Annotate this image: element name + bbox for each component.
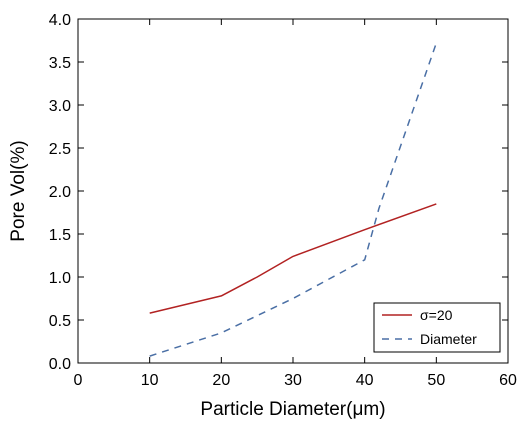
x-axis-ticks: 0 10 20 30 40 50 60 [74, 19, 517, 389]
series-lines [149, 42, 438, 357]
y-tick-label: 2.5 [49, 141, 71, 158]
x-tick-label: 30 [284, 372, 302, 389]
legend-label-diameter: Diameter [420, 331, 477, 347]
series-line-sigma20 [149, 203, 437, 314]
series-line-diameter [149, 42, 438, 357]
y-tick-label: 4.0 [49, 12, 71, 29]
x-tick-label: 0 [74, 372, 83, 389]
x-tick-label: 60 [499, 372, 517, 389]
x-axis-title: Particle Diameter(μm) [200, 399, 385, 420]
y-tick-label: 3.0 [49, 98, 71, 115]
y-tick-label: 1.5 [49, 227, 71, 244]
legend-label-sigma20: σ=20 [420, 307, 453, 323]
x-tick-label: 20 [212, 372, 230, 389]
y-tick-label: 0.0 [49, 356, 71, 373]
x-tick-label: 40 [356, 372, 374, 389]
legend: σ=20 Diameter [373, 302, 501, 353]
y-tick-label: 1.0 [49, 270, 71, 287]
y-tick-label: 3.5 [49, 55, 71, 72]
legend-box [373, 302, 501, 353]
y-axis-title: Pore Vol(%) [8, 140, 29, 241]
x-tick-label: 10 [141, 372, 159, 389]
y-tick-label: 2.0 [49, 184, 71, 201]
x-tick-label: 50 [427, 372, 445, 389]
y-axis-ticks: 0.0 0.5 1.0 1.5 2.0 2.5 3.0 3.5 4.0 [49, 12, 508, 373]
y-tick-label: 0.5 [49, 313, 71, 330]
